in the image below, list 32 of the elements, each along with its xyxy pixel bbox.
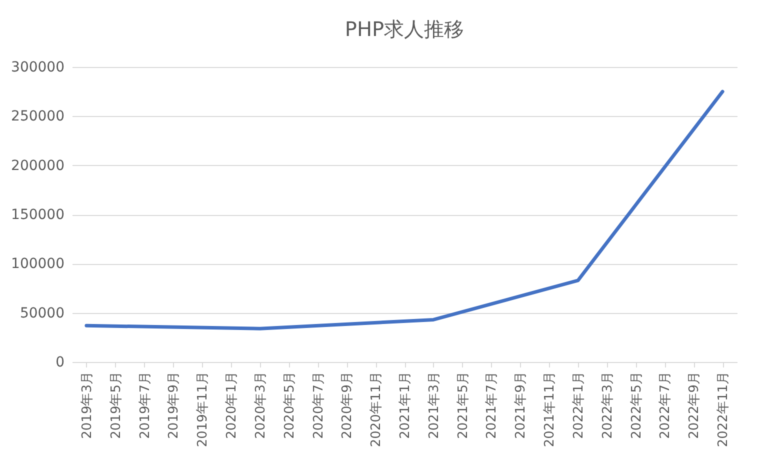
x-tick-label: 2022年3月 bbox=[600, 372, 616, 439]
x-tick-label: 2020年5月 bbox=[282, 372, 298, 439]
x-tick-label: 2021年11月 bbox=[542, 372, 558, 448]
x-tick-label: 2020年7月 bbox=[311, 372, 326, 439]
chart-title: PHP求人推移 bbox=[344, 17, 464, 41]
x-tick-label: 2021年9月 bbox=[514, 372, 529, 439]
y-tick-label: 250000 bbox=[11, 108, 64, 125]
y-tick-label: 0 bbox=[56, 354, 64, 370]
x-tick-label: 2022年9月 bbox=[687, 372, 702, 439]
x-tick-label: 2022年11月 bbox=[716, 372, 732, 448]
x-tick-label: 2020年9月 bbox=[340, 372, 356, 439]
x-tick-label: 2021年5月 bbox=[456, 372, 471, 439]
x-tick-label: 2020年3月 bbox=[253, 372, 268, 439]
x-tick-label: 2019年11月 bbox=[196, 372, 211, 448]
line-series bbox=[84, 90, 724, 330]
x-tick-label: 2022年1月 bbox=[571, 372, 586, 439]
y-tick-label: 100000 bbox=[11, 256, 64, 272]
x-tick-label: 2021年7月 bbox=[484, 372, 500, 439]
y-tick-label: 150000 bbox=[11, 207, 64, 223]
y-tick-label: 50000 bbox=[20, 305, 64, 322]
y-tick-label: 200000 bbox=[11, 158, 64, 174]
x-tick-label: 2022年7月 bbox=[658, 372, 674, 439]
x-tick-label: 2021年1月 bbox=[398, 372, 413, 439]
x-tick-label: 2020年1月 bbox=[224, 372, 240, 439]
x-tick-label: 2021年3月 bbox=[426, 372, 442, 439]
y-tick-label: 300000 bbox=[11, 60, 64, 76]
x-tick-label: 2019年5月 bbox=[108, 372, 124, 439]
x-tick-label: 2019年3月 bbox=[80, 372, 95, 439]
x-tick-label: 2019年7月 bbox=[138, 372, 153, 439]
x-tick-label: 2020年11月 bbox=[369, 372, 384, 448]
x-tick-label: 2019年9月 bbox=[166, 372, 182, 439]
x-tick-label: 2022年5月 bbox=[629, 372, 644, 439]
